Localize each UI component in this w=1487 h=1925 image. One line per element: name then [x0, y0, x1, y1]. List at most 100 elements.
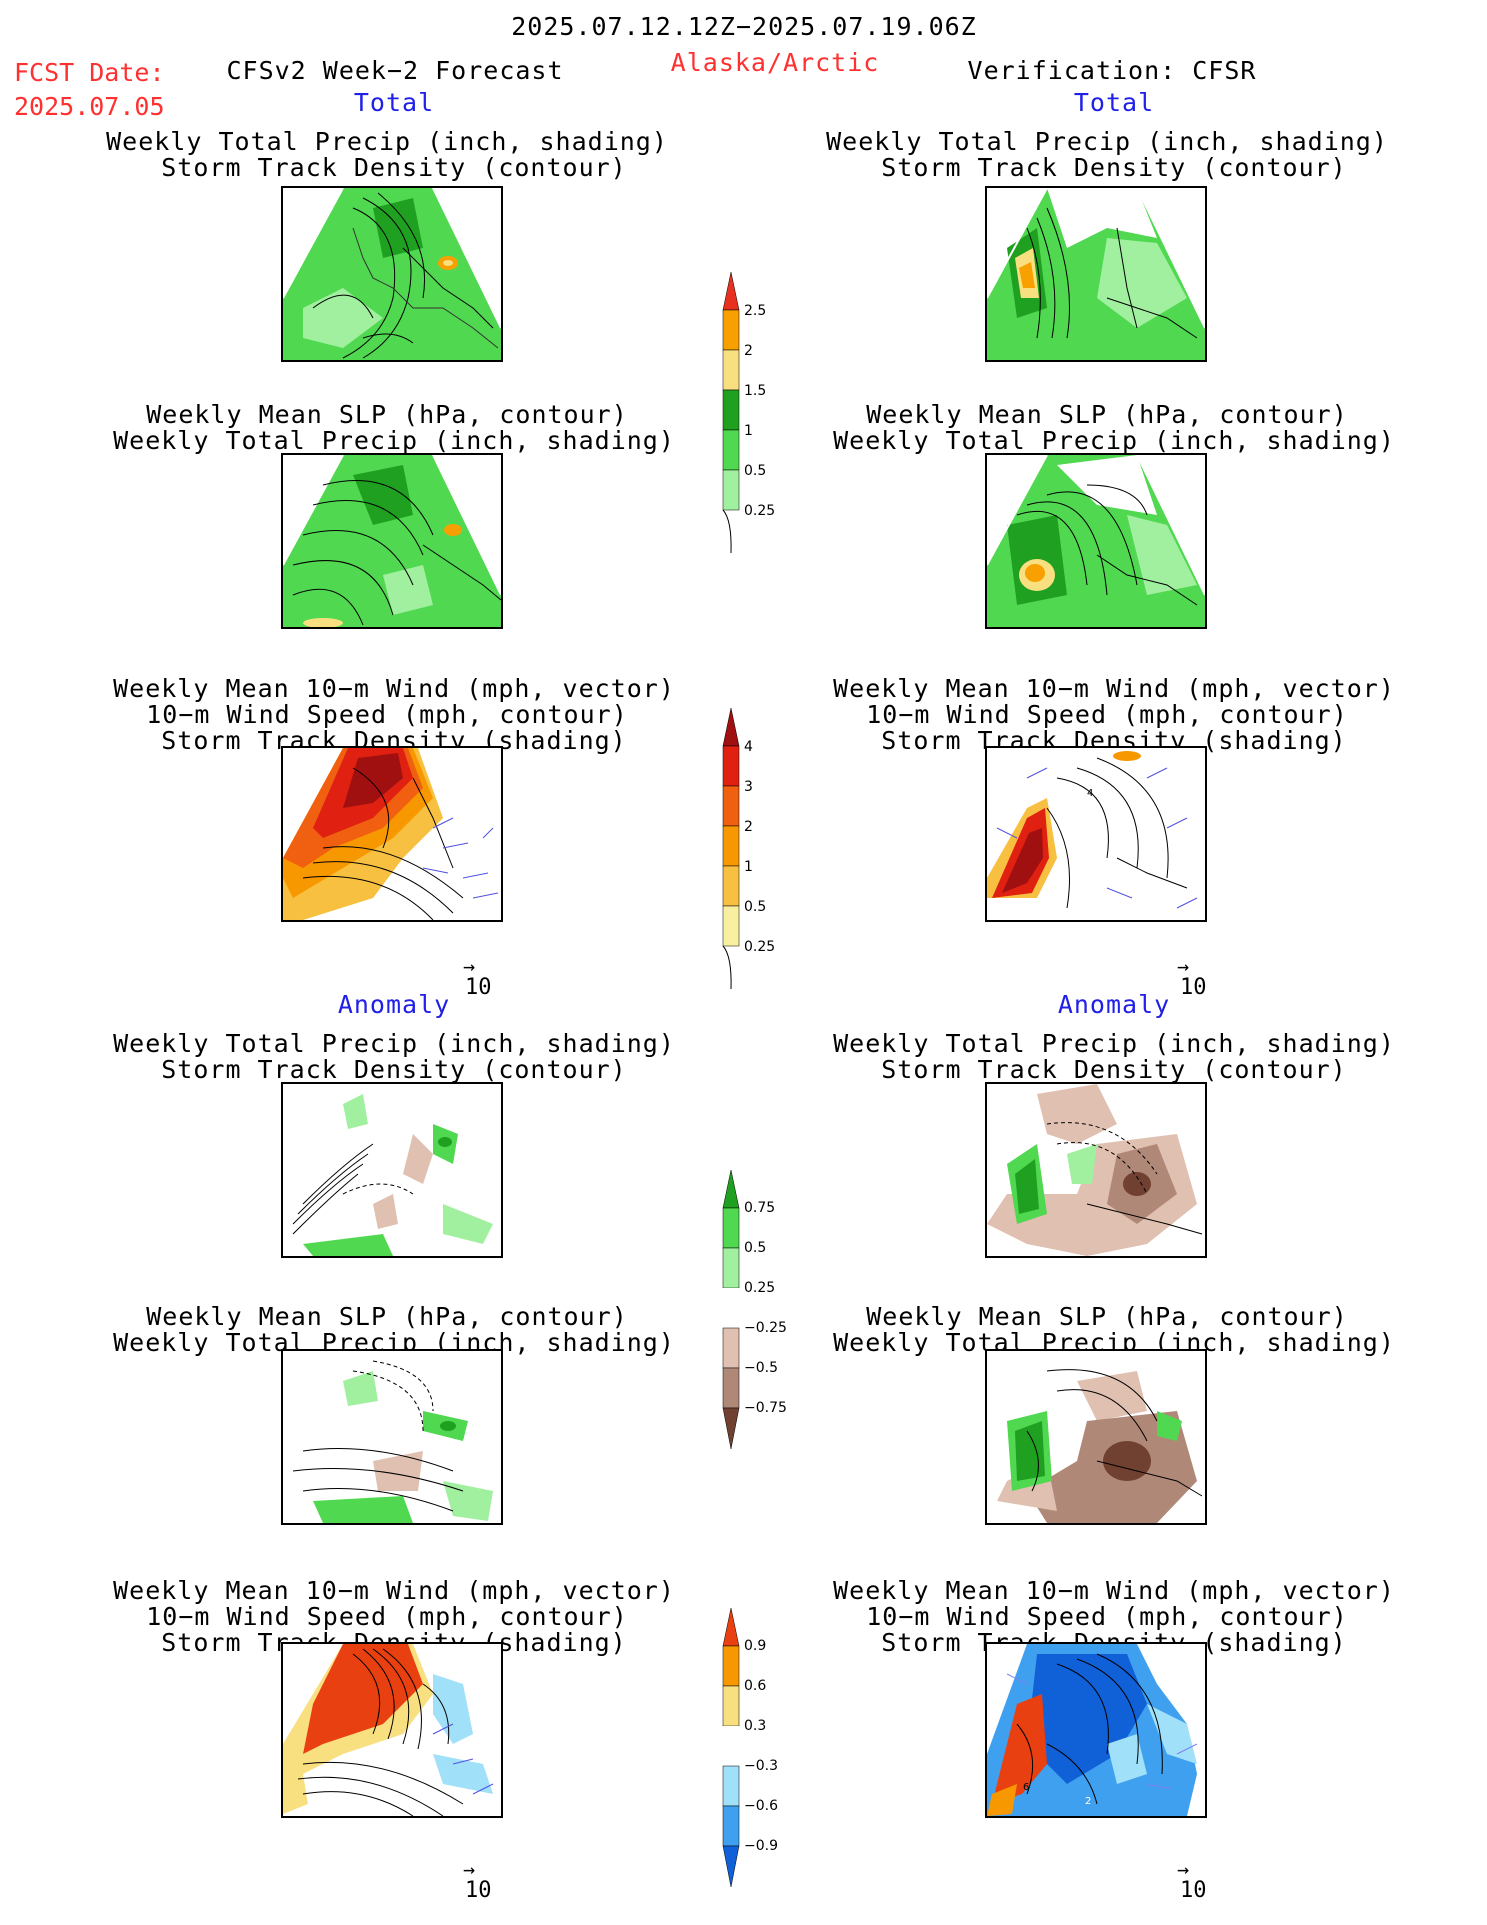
vector-scale-label: 10	[465, 1878, 492, 1903]
panel-title-line: 10−m Wind Speed (mph, contour)	[866, 700, 1348, 729]
panel-title-line: Weekly Total Precip (inch, shading)	[833, 426, 1395, 455]
map-anom-slp-precip-verification	[985, 1349, 1207, 1525]
colorbar-label: 1	[744, 423, 753, 439]
colorbar-swatch	[722, 905, 740, 947]
colorbar-swatch	[722, 349, 740, 391]
colorbar-label: 0.5	[744, 899, 767, 915]
colorbar-swatch	[722, 1845, 740, 1888]
panel-title-line: Storm Track Density (contour)	[161, 153, 627, 182]
panel-title-line: 10−m Wind Speed (mph, contour)	[146, 700, 628, 729]
colorbar-swatch	[722, 785, 740, 827]
map-anom-precip-storm-verification	[985, 1082, 1207, 1258]
panel-title-line: Weekly Total Precip (inch, shading)	[113, 1029, 675, 1058]
colorbar-label: 0.5	[744, 463, 767, 479]
colorbar-label: 2.5	[744, 303, 767, 319]
colorbar-label: −0.3	[744, 1758, 778, 1774]
panel-title-line: Weekly Total Precip (inch, shading)	[106, 127, 668, 156]
panel-title-line: 10−m Wind Speed (mph, contour)	[146, 1602, 628, 1631]
colorbar-swatch	[722, 1645, 740, 1687]
map-anom-slp-precip-forecast	[281, 1349, 503, 1525]
region-title: Alaska/Arctic	[670, 48, 880, 77]
map-total-wind-storm-verification: 4	[985, 746, 1207, 922]
fcst-date-label: FCST Date:	[14, 58, 165, 87]
colorbar-label: 0.75	[744, 1200, 776, 1216]
colorbar-swatch	[722, 271, 740, 311]
colorbar-swatch	[722, 1327, 740, 1369]
colorbar-swatch	[722, 1407, 740, 1450]
colorbar-label: −0.6	[744, 1798, 778, 1814]
verification-title: Verification: CFSR	[967, 56, 1257, 85]
map-anom-precip-storm-forecast	[281, 1082, 503, 1258]
colorbar-label: −0.75	[744, 1400, 787, 1416]
section-total-right: Total	[1073, 88, 1155, 117]
panel-title-line: Weekly Mean 10−m Wind (mph, vector)	[113, 1576, 675, 1605]
panel-title-line: 10−m Wind Speed (mph, contour)	[866, 1602, 1348, 1631]
map-anom-wind-storm-verification: 6 2	[985, 1642, 1207, 1818]
fcst-date-value: 2025.07.05	[14, 92, 165, 121]
colorbar-swatch	[722, 1367, 740, 1409]
colorbar-label: 1	[744, 859, 753, 875]
colorbar-swatch	[722, 745, 740, 787]
date-range-title: 2025.07.12.12Z−2025.07.19.06Z	[511, 12, 977, 41]
colorbar-label: 0.9	[744, 1638, 767, 1654]
colorbar-label: 3	[744, 779, 753, 795]
panel-title-line: Weekly Total Precip (inch, shading)	[113, 426, 675, 455]
model-title: CFSv2 Week−2 Forecast	[226, 56, 564, 85]
vector-scale-arrow-icon: →	[463, 954, 476, 978]
colorbar-label: 0.6	[744, 1678, 767, 1694]
panel-title-line: Weekly Mean 10−m Wind (mph, vector)	[113, 674, 675, 703]
map-total-precip-storm-forecast	[281, 186, 503, 362]
colorbar-label: 2	[744, 819, 753, 835]
panel-title-line: Weekly Mean 10−m Wind (mph, vector)	[833, 1576, 1395, 1605]
map-total-precip-storm-verification	[985, 186, 1207, 362]
map-total-slp-precip-forecast	[281, 453, 503, 629]
colorbar-swatch	[722, 1805, 740, 1847]
colorbar-swatch	[723, 1288, 739, 1328]
colorbar-label: 4	[744, 739, 753, 755]
colorbar-swatch	[722, 825, 740, 867]
colorbar-swatch	[722, 865, 740, 907]
colorbar-label: 1.5	[744, 383, 767, 399]
colorbar-precip-anomaly	[722, 1168, 740, 1451]
colorbar-storm-anomaly	[722, 1606, 740, 1889]
map-total-slp-precip-verification	[985, 453, 1207, 629]
panel-title-line: Weekly Mean SLP (hPa, contour)	[146, 1302, 628, 1331]
colorbar-swatch	[722, 469, 740, 511]
map-anom-wind-storm-forecast	[281, 1642, 503, 1818]
colorbar-label: 0.25	[744, 503, 776, 519]
colorbar-label: 0.25	[744, 1280, 776, 1296]
vector-scale-label: 10	[465, 975, 492, 1000]
section-anomaly-left: Anomaly	[337, 990, 451, 1019]
panel-title-line: Storm Track Density (contour)	[161, 1055, 627, 1084]
colorbar-label: −0.25	[744, 1320, 787, 1336]
colorbar-storm-total	[722, 706, 740, 991]
panel-title-line: Weekly Mean SLP (hPa, contour)	[866, 400, 1348, 429]
vector-scale-arrow-icon: →	[1177, 1857, 1190, 1881]
colorbar-swatch	[722, 1607, 740, 1647]
colorbar-swatch	[722, 707, 740, 747]
colorbar-label: 0.25	[744, 939, 776, 955]
panel-title-line: Weekly Mean 10−m Wind (mph, vector)	[833, 674, 1395, 703]
map-total-wind-storm-forecast	[281, 746, 503, 922]
contour-value-label: 6	[1023, 1782, 1029, 1793]
panel-title-line: Weekly Mean SLP (hPa, contour)	[146, 400, 628, 429]
colorbar-label: 0.5	[744, 1240, 767, 1256]
colorbar-swatch	[722, 1685, 740, 1727]
panel-title-line: Weekly Total Precip (inch, shading)	[833, 1029, 1395, 1058]
colorbar-label: 2	[744, 343, 753, 359]
colorbar-swatch	[722, 1247, 740, 1289]
colorbar-label: −0.9	[744, 1838, 778, 1854]
colorbar-swatch	[722, 1207, 740, 1249]
panel-title-line: Weekly Mean SLP (hPa, contour)	[866, 1302, 1348, 1331]
section-anomaly-right: Anomaly	[1057, 990, 1171, 1019]
colorbar-swatch	[723, 1726, 739, 1766]
colorbar-swatch	[722, 389, 740, 431]
contour-value-label: 4	[1087, 788, 1093, 799]
colorbar-swatch	[722, 429, 740, 471]
panel-title-line: Weekly Total Precip (inch, shading)	[826, 127, 1388, 156]
colorbar-swatch	[722, 1169, 740, 1209]
colorbar-precip-total	[722, 270, 740, 555]
vector-scale-label: 10	[1180, 1878, 1207, 1903]
section-total-left: Total	[353, 88, 435, 117]
colorbar-swatch	[722, 309, 740, 351]
